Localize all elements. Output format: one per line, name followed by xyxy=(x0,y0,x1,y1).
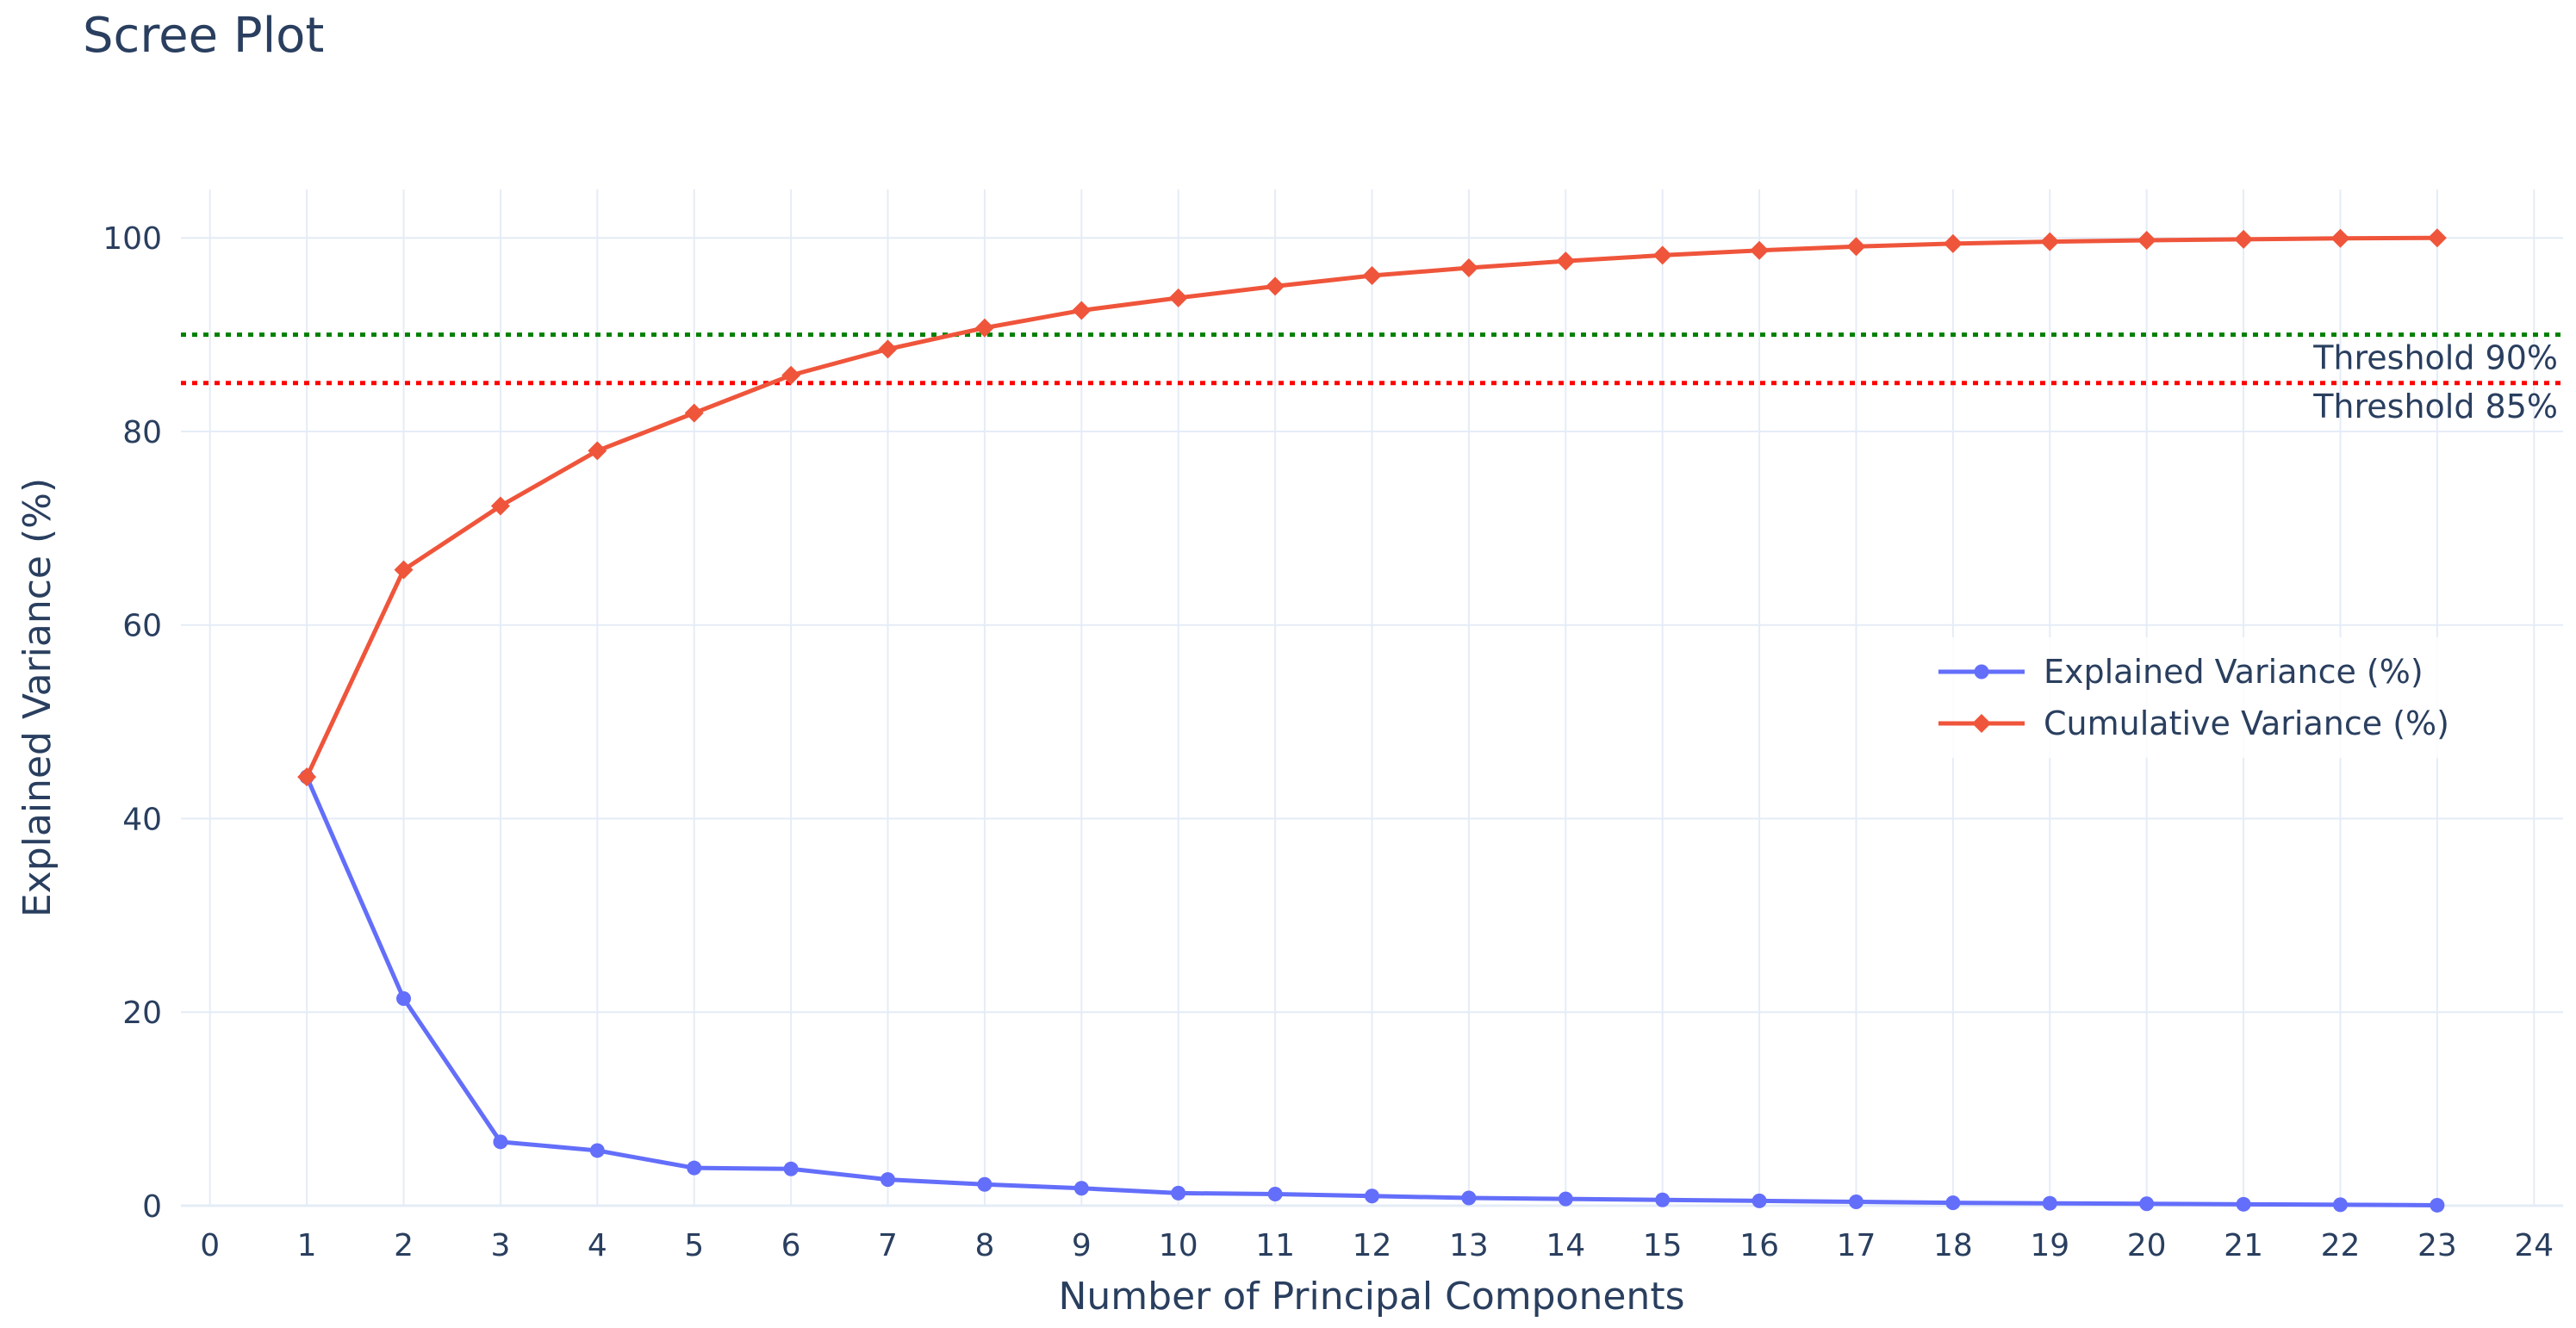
threshold-lines: Threshold 90% Threshold 85% xyxy=(181,332,2563,425)
legend: Explained Variance (%) Cumulative Varianc… xyxy=(1921,637,2524,758)
y-tick-label: 100 xyxy=(103,221,162,257)
data-point xyxy=(1846,237,1866,257)
data-point xyxy=(974,318,994,338)
data-point xyxy=(1652,245,1672,265)
data-point xyxy=(1556,251,1576,271)
data-point xyxy=(1459,258,1478,278)
data-point xyxy=(1168,288,1188,307)
data-point xyxy=(1752,1193,1767,1208)
chart-title: Scree Plot xyxy=(83,8,324,64)
y-tick-label: 40 xyxy=(122,802,162,837)
x-tick-label: 7 xyxy=(878,1228,898,1263)
data-point xyxy=(783,1161,799,1176)
x-tick-label: 14 xyxy=(1546,1228,1585,1263)
x-tick-label: 23 xyxy=(2417,1228,2457,1263)
x-axis-ticks: 0 1 2 3 4 5 6 7 8 9 10 11 12 13 14 15 16 17 18 19 20 21 22 23 24 xyxy=(200,1228,2554,1263)
data-point xyxy=(589,1143,605,1158)
data-point xyxy=(493,1134,508,1150)
legend-background xyxy=(1921,637,2524,758)
y-tick-label: 60 xyxy=(122,609,162,644)
data-point xyxy=(2040,232,2060,251)
data-point xyxy=(1848,1195,1864,1210)
series-layer xyxy=(297,228,2447,1213)
data-point xyxy=(1945,1195,1961,1211)
x-tick-label: 24 xyxy=(2514,1228,2554,1263)
x-tick-label: 13 xyxy=(1449,1228,1489,1263)
x-tick-label: 12 xyxy=(1353,1228,1392,1263)
data-point xyxy=(396,991,412,1007)
legend-marker xyxy=(1972,714,1991,733)
x-tick-label: 5 xyxy=(684,1228,704,1263)
legend-item: Explained Variance (%) xyxy=(1938,653,2424,691)
data-point xyxy=(2139,1196,2155,1212)
data-point xyxy=(684,403,704,423)
data-point xyxy=(2042,1195,2057,1211)
x-tick-label: 10 xyxy=(1159,1228,1198,1263)
x-tick-label: 22 xyxy=(2321,1228,2361,1263)
x-tick-label: 1 xyxy=(297,1228,317,1263)
x-tick-label: 9 xyxy=(1072,1228,1092,1263)
x-tick-label: 4 xyxy=(588,1228,607,1263)
x-tick-label: 6 xyxy=(781,1228,801,1263)
data-point xyxy=(2427,228,2447,248)
data-point xyxy=(394,560,414,580)
grid xyxy=(181,189,2563,1206)
data-point xyxy=(1072,301,1092,320)
y-axis-ticks: 0 20 40 60 80 100 xyxy=(103,221,162,1225)
data-point xyxy=(2234,229,2254,249)
legend-label: Cumulative Variance (%) xyxy=(2044,704,2449,742)
legend-marker xyxy=(1974,664,1989,680)
legend-item: Cumulative Variance (%) xyxy=(1938,704,2449,742)
y-tick-label: 0 xyxy=(142,1189,162,1225)
data-point xyxy=(1073,1181,1089,1196)
data-point xyxy=(1266,276,1285,296)
x-tick-label: 15 xyxy=(1643,1228,1683,1263)
x-tick-label: 16 xyxy=(1739,1228,1779,1263)
data-point xyxy=(2330,228,2350,248)
y-tick-label: 20 xyxy=(122,996,162,1031)
data-point xyxy=(297,767,317,787)
data-point xyxy=(977,1176,992,1192)
data-point xyxy=(1461,1190,1477,1206)
data-point xyxy=(878,339,898,359)
data-point xyxy=(1171,1185,1186,1201)
data-point xyxy=(2137,231,2156,250)
threshold-label: Threshold 90% xyxy=(2312,339,2558,377)
data-point xyxy=(880,1172,896,1188)
x-tick-label: 0 xyxy=(200,1228,220,1263)
data-point xyxy=(1558,1191,1573,1207)
y-axis-title: Explained Variance (%) xyxy=(16,478,59,917)
series-1 xyxy=(297,228,2447,787)
threshold-label: Threshold 85% xyxy=(2312,388,2558,425)
x-tick-label: 2 xyxy=(394,1228,414,1263)
series-0 xyxy=(299,769,2445,1213)
data-point xyxy=(2332,1197,2348,1213)
x-tick-label: 8 xyxy=(974,1228,994,1263)
data-point xyxy=(2236,1196,2251,1212)
data-point xyxy=(1750,240,1770,260)
data-point xyxy=(588,441,607,461)
data-point xyxy=(1943,233,1963,253)
y-tick-label: 80 xyxy=(122,415,162,450)
data-point xyxy=(687,1160,702,1176)
x-tick-label: 21 xyxy=(2224,1228,2263,1263)
data-point xyxy=(1655,1192,1671,1207)
data-point xyxy=(1362,266,1382,286)
data-point xyxy=(2430,1197,2445,1213)
data-point xyxy=(781,365,801,385)
x-tick-label: 11 xyxy=(1255,1228,1295,1263)
data-point xyxy=(1267,1187,1283,1202)
legend-label: Explained Variance (%) xyxy=(2044,653,2424,691)
x-tick-label: 17 xyxy=(1837,1228,1876,1263)
x-axis-title: Number of Principal Components xyxy=(1059,1275,1685,1319)
data-point xyxy=(1365,1188,1379,1204)
x-tick-label: 19 xyxy=(2030,1228,2069,1263)
data-point xyxy=(490,496,510,516)
x-tick-label: 3 xyxy=(490,1228,510,1263)
x-tick-label: 18 xyxy=(1933,1228,1973,1263)
x-tick-label: 20 xyxy=(2127,1228,2167,1263)
